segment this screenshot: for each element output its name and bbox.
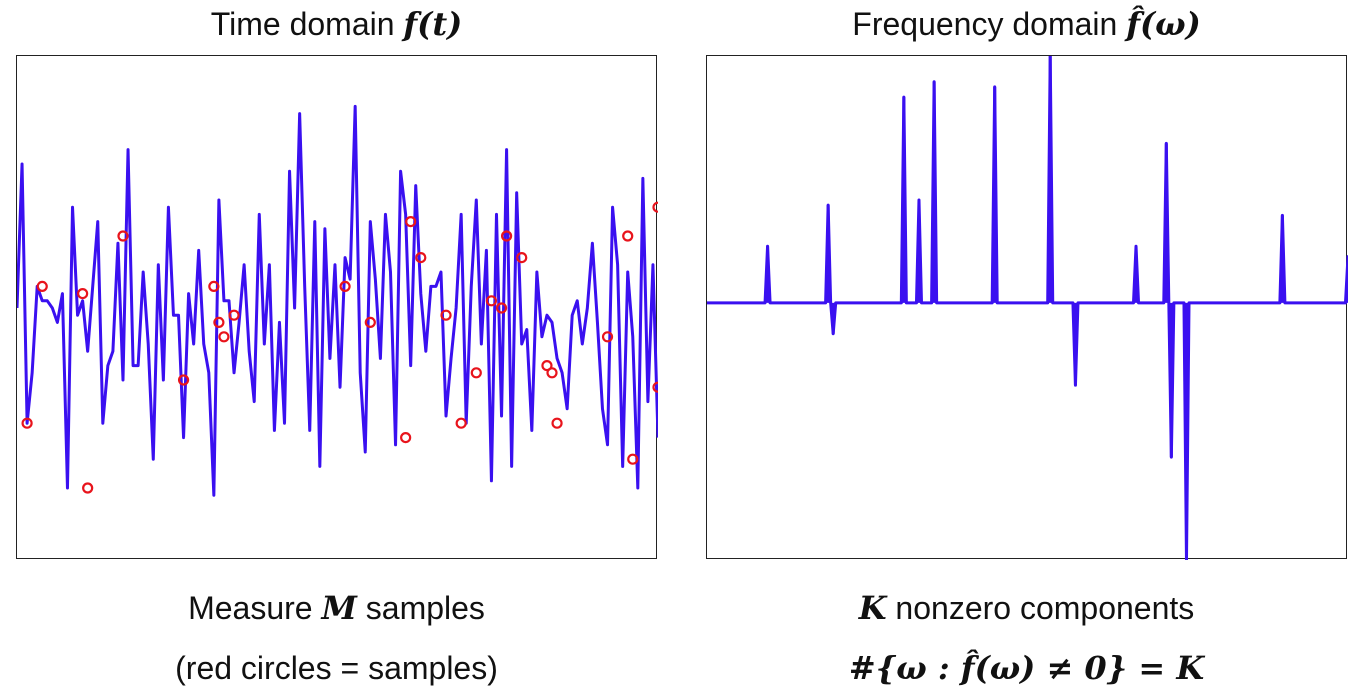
time-domain-plot <box>16 55 658 559</box>
sample-point <box>36 280 48 292</box>
sample-point <box>339 280 351 292</box>
sample-point <box>82 482 94 494</box>
frequency-domain-title-text: Frequency domain <box>852 6 1127 42</box>
sample-point <box>177 374 190 386</box>
measure-caption: Measure M samples <box>16 588 657 628</box>
sample-point <box>364 316 376 328</box>
measure-caption-post: samples <box>356 590 485 626</box>
sample-point <box>208 280 220 292</box>
sample-point <box>516 252 528 264</box>
sample-point <box>551 417 563 429</box>
sample-point <box>455 417 467 429</box>
time-domain-title-math: f(t) <box>403 5 463 43</box>
sample-point <box>546 367 558 379</box>
measure-caption-math: M <box>321 589 357 627</box>
sample-point <box>77 288 89 300</box>
sample-point <box>495 302 508 314</box>
support-formula: #{ω : f̂(ω) ≠ 0} = K <box>706 648 1347 688</box>
sample-point <box>622 230 634 242</box>
measure-caption-pre: Measure <box>188 590 322 626</box>
sample-point <box>218 331 230 343</box>
sample-point <box>652 201 658 213</box>
nonzero-caption-math: K <box>858 589 887 627</box>
time-domain-chart <box>17 104 658 497</box>
nonzero-caption: K nonzero components <box>706 588 1347 628</box>
time-domain-title: Time domain f(t) <box>16 4 657 44</box>
frequency-domain-plot <box>706 55 1348 560</box>
sample-point <box>440 309 452 321</box>
sample-point <box>21 417 33 429</box>
sample-point <box>415 252 427 264</box>
time-domain-title-text: Time domain <box>210 6 404 42</box>
time-signal-line <box>17 104 658 497</box>
sample-point <box>213 316 225 328</box>
sample-point <box>117 230 129 242</box>
frequency-domain-title: Frequency domain f̂(ω) <box>706 4 1347 44</box>
sample-point <box>405 216 417 228</box>
samples-caption: (red circles = samples) <box>175 650 498 686</box>
sample-point <box>652 381 658 393</box>
sample-point <box>400 432 412 444</box>
sample-point <box>485 295 498 307</box>
sample-point <box>541 360 553 372</box>
nonzero-caption-post: nonzero components <box>886 590 1195 626</box>
sample-point <box>470 367 482 379</box>
frequency-domain-title-math: f̂(ω) <box>1126 5 1201 43</box>
support-formula-math: #{ω : f̂(ω) ≠ 0} = K <box>848 649 1205 687</box>
sample-point <box>601 331 614 343</box>
frequency-spectrum-line <box>707 56 1348 560</box>
sample-point <box>500 230 513 242</box>
sample-point <box>228 309 240 321</box>
frequency-domain-chart <box>707 56 1348 560</box>
sample-point <box>627 453 639 465</box>
